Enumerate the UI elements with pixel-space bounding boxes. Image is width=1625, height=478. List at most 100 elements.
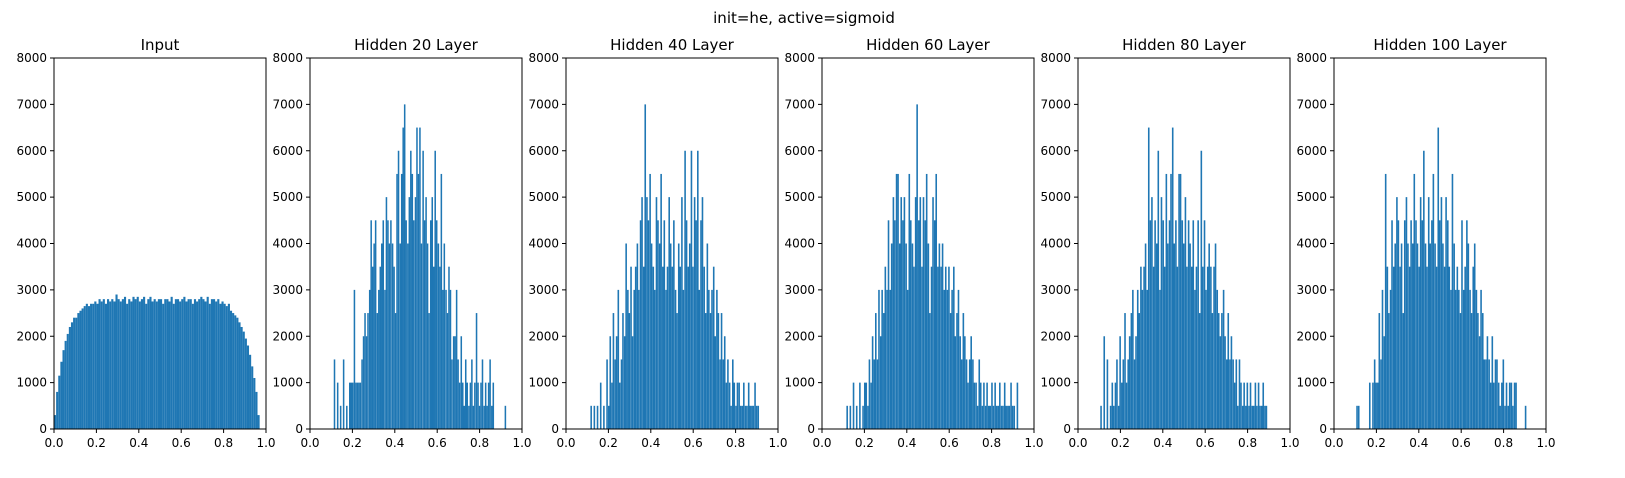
histogram-bar bbox=[1178, 173, 1180, 429]
y-tick-label: 0 bbox=[1063, 422, 1071, 436]
histogram-bar bbox=[1162, 220, 1164, 429]
histogram-bar bbox=[668, 197, 670, 430]
histogram-bar bbox=[687, 266, 690, 429]
histogram-bar bbox=[881, 289, 883, 430]
histogram-bar bbox=[90, 303, 93, 429]
histogram-bar bbox=[1116, 359, 1118, 429]
histogram-bar bbox=[967, 382, 969, 430]
histogram-bar bbox=[1013, 405, 1016, 429]
histogram-bar bbox=[1454, 289, 1457, 430]
histogram-bar bbox=[109, 301, 112, 429]
y-tick-label: 7000 bbox=[16, 97, 47, 111]
histogram-bar bbox=[1432, 173, 1435, 429]
histogram-bar bbox=[181, 299, 184, 429]
histogram-bar bbox=[371, 266, 374, 429]
y-tick-label: 6000 bbox=[784, 144, 815, 158]
histogram-bar bbox=[749, 405, 751, 429]
histogram-panel: Hidden 80 Layer 0.0 0.2 0.4 0.6 0.8 1.0 0 1000 20… bbox=[1040, 36, 1299, 450]
histogram-bar bbox=[871, 336, 874, 429]
histogram-bar bbox=[221, 301, 224, 429]
histogram-bar bbox=[1510, 382, 1513, 430]
histogram-bar bbox=[1109, 405, 1112, 429]
y-tick-label: 5000 bbox=[1040, 190, 1071, 204]
histogram-bar bbox=[949, 313, 952, 429]
histogram-bar bbox=[1264, 405, 1266, 429]
y-tick-label: 1000 bbox=[1040, 376, 1071, 390]
histogram-bar bbox=[652, 266, 655, 429]
histogram-bar bbox=[944, 266, 947, 429]
histogram-bar bbox=[1262, 382, 1265, 430]
histogram-bar bbox=[164, 299, 167, 429]
histogram-bar bbox=[387, 220, 389, 429]
histogram-bar bbox=[405, 220, 407, 429]
histogram-bar bbox=[986, 382, 988, 430]
histogram-bar bbox=[697, 150, 699, 429]
histogram-bar bbox=[1466, 220, 1468, 429]
histogram-bar bbox=[60, 361, 63, 429]
histogram-bar bbox=[1222, 289, 1225, 430]
histogram-bar bbox=[162, 303, 165, 429]
histogram-bar bbox=[859, 382, 861, 430]
histogram-bar bbox=[193, 299, 197, 429]
histogram-bar bbox=[649, 173, 651, 429]
y-tick-label: 8000 bbox=[784, 51, 815, 65]
histogram-bar bbox=[1375, 382, 1377, 430]
histogram-bar bbox=[463, 405, 466, 429]
histogram-bar bbox=[1397, 220, 1400, 429]
histogram-bar bbox=[862, 405, 864, 429]
histogram-bar bbox=[1462, 289, 1465, 430]
histogram-bars bbox=[1100, 127, 1268, 430]
histogram-bar bbox=[362, 336, 365, 429]
histogram-bar bbox=[695, 220, 697, 429]
histogram-bar bbox=[666, 266, 669, 429]
histogram-bar bbox=[609, 336, 612, 429]
histogram-bar bbox=[1124, 313, 1126, 429]
histogram-bar bbox=[81, 308, 84, 429]
histogram-bar bbox=[738, 382, 740, 430]
histogram-bar bbox=[1499, 405, 1501, 429]
histogram-bar bbox=[368, 289, 371, 430]
histogram-bar bbox=[984, 405, 987, 429]
histogram-bar bbox=[1448, 266, 1451, 429]
histogram-bar bbox=[378, 289, 380, 430]
histogram-bar bbox=[460, 336, 463, 429]
histogram-bar bbox=[64, 340, 67, 429]
histogram-bar bbox=[119, 301, 122, 429]
histogram-bar bbox=[1168, 220, 1171, 429]
histogram-bar bbox=[452, 336, 455, 429]
histogram-bar bbox=[1205, 289, 1207, 430]
panel-title: Hidden 100 Layer bbox=[1373, 36, 1507, 54]
histogram-panel: Hidden 20 Layer 0.0 0.2 0.4 0.6 0.8 1.0 0 1000 20… bbox=[272, 36, 531, 450]
histogram-bar bbox=[755, 405, 758, 429]
histogram-bar bbox=[719, 359, 721, 429]
histogram-bar bbox=[1200, 150, 1203, 429]
y-tick-label: 1000 bbox=[272, 376, 303, 390]
histogram-bar bbox=[356, 382, 359, 430]
x-tick-label: 0.2 bbox=[1367, 436, 1386, 450]
histogram-panels: Input 0.0 0.2 0.4 0.6 0.8 1.0 0 1000 2000 3000 4000… bbox=[16, 36, 1555, 450]
histogram-bar bbox=[1213, 266, 1215, 429]
histogram-bar bbox=[1461, 220, 1463, 429]
histogram-bar bbox=[1003, 382, 1006, 430]
histogram-bar bbox=[1144, 243, 1147, 429]
y-tick-label: 5000 bbox=[784, 190, 815, 204]
histogram-bar bbox=[938, 243, 941, 429]
histogram-bar bbox=[1008, 405, 1011, 429]
histogram-bar bbox=[714, 336, 716, 429]
histogram-bar bbox=[867, 405, 869, 429]
x-tick-label: 1.0 bbox=[1024, 436, 1043, 450]
histogram-bar bbox=[925, 173, 928, 429]
histogram-bar bbox=[709, 313, 712, 429]
histogram-bar bbox=[1410, 220, 1412, 429]
histogram-bar bbox=[54, 415, 57, 429]
y-tick-label: 4000 bbox=[16, 237, 47, 251]
histogram-bar bbox=[1229, 359, 1231, 429]
y-tick-label: 5000 bbox=[272, 190, 303, 204]
histogram-bar bbox=[166, 299, 169, 429]
histogram-bar bbox=[994, 382, 996, 430]
histogram-bar bbox=[981, 405, 984, 429]
histogram-bar bbox=[1237, 405, 1239, 429]
histogram-bar bbox=[979, 382, 982, 430]
y-tick-label: 4000 bbox=[1296, 237, 1327, 251]
histogram-bar bbox=[720, 313, 723, 429]
